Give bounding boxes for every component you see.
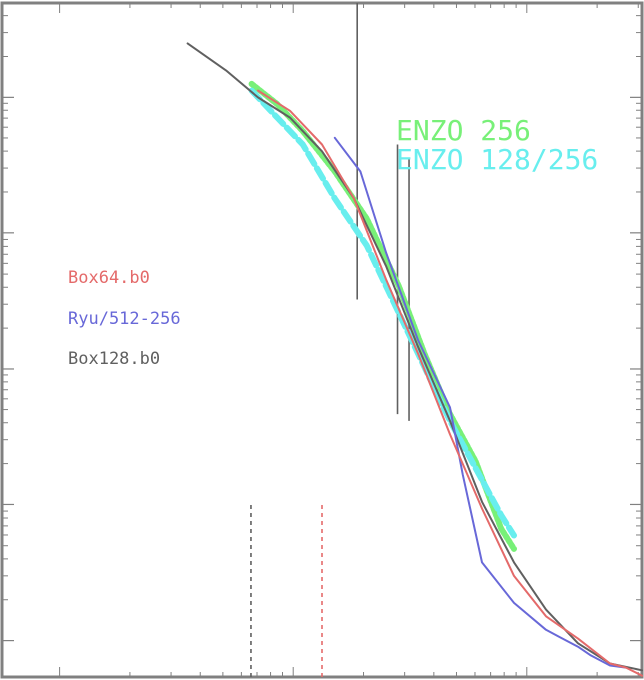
axis-ticks — [2, 3, 642, 677]
data-series — [186, 42, 643, 677]
legend-label-ryu: Ryu/512-256 — [68, 309, 181, 329]
legend-label-enzo-128-256: ENZO 128/256 — [396, 143, 598, 176]
legend-label-enzo-256: ENZO 256 — [396, 114, 531, 147]
series-line-0 — [257, 89, 643, 677]
series-line-4 — [248, 87, 517, 539]
series-line-1 — [333, 136, 627, 669]
legend-label-box128: Box128.b0 — [68, 349, 160, 369]
legend-label-box64: Box64.b0 — [68, 268, 150, 288]
